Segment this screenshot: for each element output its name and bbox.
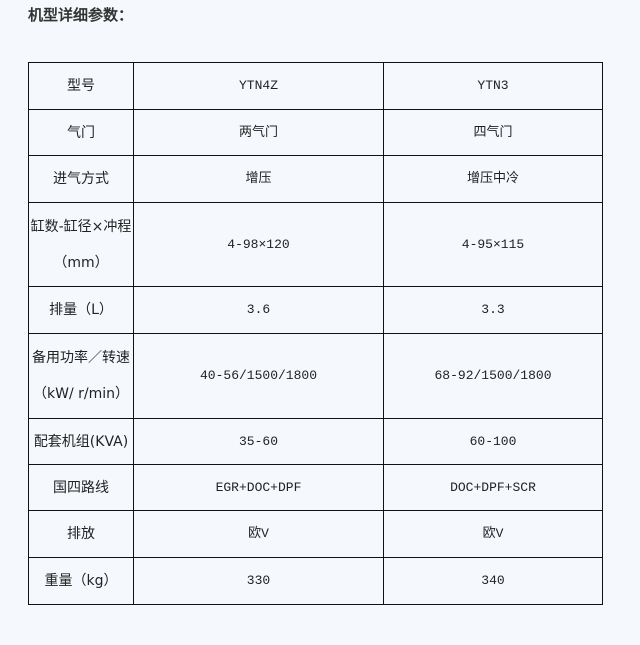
- value-ytn4z: 3.6: [133, 286, 384, 334]
- value-ytn3: 4-95×115: [383, 202, 603, 287]
- value-ytn4z: 两气门: [133, 109, 384, 156]
- value-ytn4z: EGR+DOC+DPF: [133, 464, 384, 511]
- header-cell: 型号: [28, 62, 134, 110]
- row-label: 排量（L）: [28, 286, 134, 334]
- header-cell: YTN3: [383, 62, 603, 110]
- table-row: 缸数-缸径×冲程（mm） 4-98×120 4-95×115: [28, 202, 603, 287]
- row-label: 重量（kg）: [28, 557, 134, 605]
- row-label: 国四路线: [28, 464, 134, 511]
- value-ytn3: 3.3: [383, 286, 603, 334]
- value-ytn3: 60-100: [383, 418, 603, 465]
- value-ytn3: 欧V: [383, 510, 603, 558]
- row-label: 备用功率／转速（kW/ r/min）: [28, 333, 134, 419]
- row-label: 气门: [28, 109, 134, 156]
- value-ytn4z: 欧V: [133, 510, 384, 558]
- value-ytn4z: 4-98×120: [133, 202, 384, 287]
- value-ytn4z: 40-56/1500/1800: [133, 333, 384, 419]
- page-title: 机型详细参数：: [28, 6, 134, 24]
- table-row: 重量（kg） 330 340: [28, 557, 603, 605]
- table-row: 配套机组(KVA) 35-60 60-100: [28, 418, 603, 465]
- row-label: 配套机组(KVA): [28, 418, 134, 465]
- header-cell: YTN4Z: [133, 62, 384, 110]
- value-ytn3: 340: [383, 557, 603, 605]
- value-ytn3: 增压中冷: [383, 155, 603, 203]
- value-ytn4z: 35-60: [133, 418, 384, 465]
- value-ytn3: DOC+DPF+SCR: [383, 464, 603, 511]
- spec-table: 型号 YTN4Z YTN3 气门 两气门 四气门 进气方式 增压 增压中冷 缸数-缸径×冲程…: [28, 62, 603, 605]
- table-row: 排放 欧V 欧V: [28, 510, 603, 558]
- table-row: 进气方式 增压 增压中冷: [28, 155, 603, 203]
- value-ytn3: 四气门: [383, 109, 603, 156]
- value-ytn4z: 330: [133, 557, 384, 605]
- table-row: 排量（L） 3.6 3.3: [28, 286, 603, 334]
- table-row: 国四路线 EGR+DOC+DPF DOC+DPF+SCR: [28, 464, 603, 511]
- value-ytn4z: 增压: [133, 155, 384, 203]
- row-label: 排放: [28, 510, 134, 558]
- value-ytn3: 68-92/1500/1800: [383, 333, 603, 419]
- row-label: 缸数-缸径×冲程（mm）: [28, 202, 134, 287]
- table-row: 备用功率／转速（kW/ r/min） 40-56/1500/1800 68-92/1…: [28, 333, 603, 419]
- table-row: 气门 两气门 四气门: [28, 109, 603, 156]
- table-header-row: 型号 YTN4Z YTN3: [28, 62, 603, 110]
- row-label: 进气方式: [28, 155, 134, 203]
